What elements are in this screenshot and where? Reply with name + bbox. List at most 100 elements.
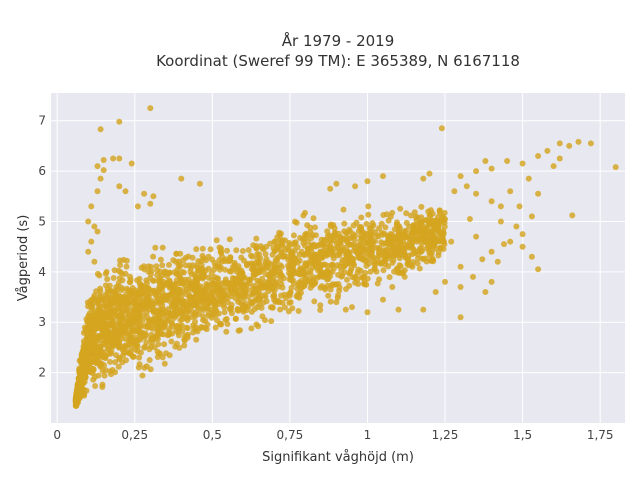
scatter-point bbox=[386, 274, 393, 281]
scatter-point bbox=[85, 313, 92, 320]
scatter-point bbox=[228, 293, 235, 300]
scatter-point bbox=[397, 205, 404, 212]
scatter-point bbox=[244, 287, 251, 293]
scatter-point bbox=[441, 209, 448, 216]
scatter-point bbox=[150, 277, 157, 284]
scatter-point bbox=[276, 299, 283, 306]
scatter-point bbox=[85, 248, 92, 255]
scatter-point bbox=[97, 303, 104, 310]
scatter-point bbox=[399, 269, 406, 276]
scatter-point bbox=[281, 304, 288, 311]
scatter-point bbox=[418, 203, 425, 210]
scatter-point bbox=[270, 275, 277, 282]
scatter-point bbox=[612, 164, 619, 171]
scatter-point bbox=[108, 332, 115, 339]
scatter-point bbox=[180, 269, 187, 276]
scatter-point bbox=[424, 229, 431, 236]
scatter-point bbox=[457, 314, 464, 321]
scatter-point bbox=[411, 250, 418, 257]
scatter-point bbox=[148, 290, 155, 297]
scatter-point bbox=[143, 339, 150, 346]
scatter-point bbox=[349, 304, 355, 311]
scatter-point bbox=[435, 252, 442, 259]
scatter-point bbox=[342, 306, 349, 313]
scatter-point bbox=[380, 212, 387, 218]
scatter-point bbox=[223, 328, 230, 335]
scatter-point bbox=[193, 309, 200, 316]
scatter-point bbox=[148, 331, 155, 338]
scatter-point bbox=[171, 269, 178, 276]
scatter-point bbox=[430, 256, 437, 263]
scatter-point bbox=[318, 236, 325, 243]
scatter-point bbox=[291, 239, 298, 246]
scatter-point bbox=[272, 280, 279, 287]
scatter-point bbox=[344, 276, 350, 283]
scatter-point bbox=[376, 225, 383, 232]
scatter-point bbox=[519, 231, 526, 238]
scatter-point bbox=[473, 168, 480, 175]
scatter-point bbox=[203, 326, 210, 333]
scatter-point bbox=[448, 238, 455, 245]
scatter-point bbox=[389, 259, 396, 266]
scatter-point bbox=[251, 265, 257, 272]
scatter-point bbox=[164, 317, 171, 324]
scatter-point bbox=[251, 282, 258, 289]
scatter-point bbox=[310, 274, 317, 281]
scatter-point bbox=[245, 247, 252, 253]
scatter-point bbox=[371, 265, 378, 272]
scatter-point bbox=[337, 234, 344, 241]
scatter-point bbox=[277, 306, 284, 313]
scatter-point bbox=[189, 301, 196, 308]
scatter-point bbox=[126, 279, 133, 285]
scatter-point bbox=[91, 223, 98, 230]
scatter-point bbox=[102, 355, 109, 362]
scatter-point bbox=[380, 296, 386, 303]
scatter-point bbox=[166, 284, 173, 291]
scatter-point bbox=[575, 138, 582, 145]
scatter-point bbox=[86, 368, 93, 374]
scatter-point bbox=[226, 236, 233, 243]
scatter-point bbox=[136, 354, 143, 361]
scatter-point bbox=[178, 311, 185, 318]
scatter-point bbox=[397, 263, 404, 270]
scatter-point bbox=[85, 218, 92, 225]
scatter-point bbox=[92, 359, 99, 366]
scatter-point bbox=[326, 269, 333, 276]
scatter-point bbox=[363, 281, 370, 288]
scatter-point bbox=[303, 275, 309, 282]
scatter-point bbox=[77, 393, 84, 400]
scatter-point bbox=[544, 147, 551, 154]
scatter-point bbox=[193, 324, 200, 331]
scatter-point bbox=[286, 276, 293, 283]
scatter-point bbox=[368, 224, 375, 231]
scatter-point bbox=[150, 253, 157, 260]
scatter-point bbox=[272, 257, 279, 264]
scatter-point bbox=[158, 321, 165, 328]
scatter-point bbox=[292, 218, 298, 225]
scatter-point bbox=[423, 237, 430, 244]
scatter-point bbox=[298, 248, 305, 255]
scatter-point bbox=[147, 200, 154, 207]
scatter-point bbox=[171, 306, 178, 313]
scatter-point bbox=[403, 219, 410, 226]
scatter-point bbox=[380, 173, 386, 180]
scatter-point bbox=[162, 308, 169, 315]
chart-title: År 1979 - 2019 bbox=[282, 31, 395, 50]
scatter-point bbox=[516, 203, 523, 210]
scatter-point bbox=[436, 207, 443, 214]
scatter-point bbox=[162, 270, 169, 277]
scatter-point bbox=[119, 271, 126, 277]
scatter-point bbox=[214, 275, 221, 282]
scatter-point bbox=[251, 306, 258, 312]
scatter-point bbox=[219, 280, 226, 287]
scatter-point bbox=[275, 244, 282, 251]
scatter-point bbox=[156, 281, 163, 288]
scatter-point bbox=[119, 285, 125, 291]
scatter-point bbox=[239, 248, 246, 254]
scatter-point bbox=[282, 295, 289, 301]
scatter-point bbox=[405, 262, 412, 269]
scatter-point bbox=[333, 299, 340, 306]
scatter-point bbox=[295, 291, 302, 298]
scatter-point bbox=[224, 247, 230, 254]
